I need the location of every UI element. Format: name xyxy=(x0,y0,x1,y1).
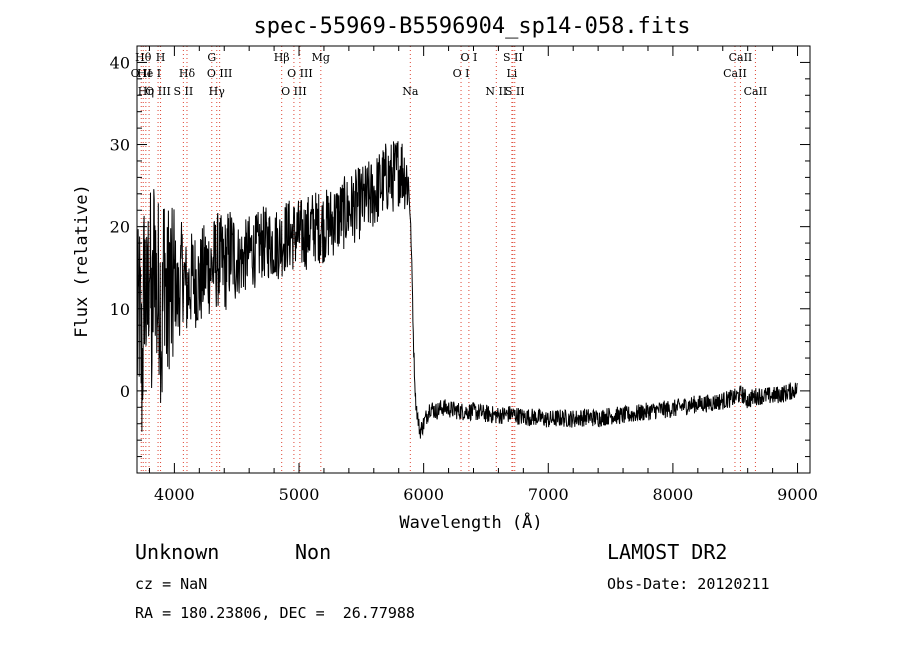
spectral-line-label: O I xyxy=(460,51,477,64)
spectral-line-label: Na xyxy=(402,85,419,98)
spectral-line-label: S II xyxy=(505,85,525,98)
y-tick-label: 10 xyxy=(110,300,130,319)
spectral-line-label: CaII xyxy=(729,51,753,64)
spectral-line-label: O III xyxy=(281,85,307,98)
observation-date: Obs-Date: 20120211 xyxy=(607,575,770,593)
spectral-line-label: O III xyxy=(207,67,233,80)
coordinates: RA = 180.23806, DEC = 26.77988 xyxy=(135,604,415,622)
x-tick-label: 6000 xyxy=(403,485,444,504)
survey-name: LAMOST DR2 xyxy=(607,540,728,564)
spectral-line-label: H xyxy=(156,51,166,64)
spectral-line-label: Hδ xyxy=(179,67,196,80)
spectral-line-label: Mg xyxy=(312,51,330,64)
y-axis-label: Flux (relative) xyxy=(72,184,92,338)
object-class: Unknown xyxy=(135,540,220,564)
spectral-line-label: S II xyxy=(173,85,193,98)
x-tick-label: 5000 xyxy=(279,485,320,504)
spectral-line-label: CaII xyxy=(723,67,747,80)
spectral-line-labels: O II Hθ Hη He I O III H S II Hδ G Hγ O III Hβ O III O… xyxy=(131,51,768,98)
redshift-value: cz = NaN xyxy=(135,575,208,593)
spectral-line-label: N II xyxy=(485,85,507,98)
y-tick-label: 0 xyxy=(120,382,130,401)
x-axis-label: Wavelength (Å) xyxy=(399,511,542,533)
x-tick-label: 9000 xyxy=(777,485,818,504)
spectral-line-label: O I xyxy=(453,67,470,80)
y-tick-label: 30 xyxy=(110,136,130,155)
flux-series-line xyxy=(136,141,798,439)
x-tick-label: 8000 xyxy=(653,485,694,504)
axis-ticks: 4000 5000 6000 7000 8000 9000 0 10 20 30 40 xyxy=(110,45,818,504)
spectral-line-label: O III xyxy=(287,67,313,80)
spectral-line-label: He I xyxy=(137,67,161,80)
spectral-line-label: Hθ xyxy=(135,51,152,64)
y-tick-label: 40 xyxy=(110,53,130,72)
spectral-line-label: S II xyxy=(503,51,523,64)
chart-title: spec-55969-B5596904_sp14-058.fits xyxy=(253,14,690,39)
x-tick-label: 7000 xyxy=(528,485,569,504)
spectral-line-label: CaII xyxy=(744,85,768,98)
object-subclass: Non xyxy=(295,540,332,564)
spectrum-chart: spec-55969-B5596904_sp14-058.fits O II Hθ… xyxy=(72,14,818,533)
x-tick-label: 4000 xyxy=(154,485,195,504)
spectral-line-label: Hβ xyxy=(274,51,290,64)
spectral-line-label: Hη xyxy=(138,85,154,98)
spectral-line-label: Hγ xyxy=(209,85,226,98)
spectral-line-label: Li xyxy=(506,67,517,80)
spectral-line-label: O III xyxy=(145,85,171,98)
y-tick-label: 20 xyxy=(110,218,130,237)
spectral-line-label: G xyxy=(207,51,216,64)
spectral-line-label: O II xyxy=(131,67,152,80)
